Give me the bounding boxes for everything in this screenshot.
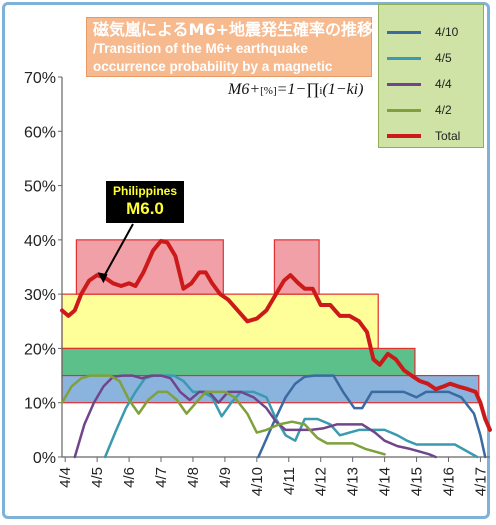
y-tick-label: 50% <box>24 179 56 196</box>
y-tick-label: 30% <box>24 287 56 304</box>
formula-lhs: M6+ <box>228 81 261 98</box>
legend-label: Total <box>435 129 461 143</box>
x-axis-ticks: 4/4 4/5 4/6 4/7 4/8 4/9 4/10 4/11 4/12 4/13 4/14 4/… <box>57 457 489 496</box>
x-tick-label: 4/10 <box>249 467 266 496</box>
legend-label: 4/10 <box>435 25 459 39</box>
legend-swatch <box>387 56 421 60</box>
probability-formula: M6+[%]=1−∏i(1−ki) <box>228 81 363 99</box>
legend-item: 4/5 <box>387 49 452 67</box>
x-tick-label: 4/7 <box>153 467 170 488</box>
x-tick-label: 4/17 <box>472 467 489 496</box>
series-line-4-4 <box>73 374 437 459</box>
formula-rhs: =1−∏ <box>276 81 320 98</box>
legend-swatch <box>387 108 421 112</box>
legend-label: 4/5 <box>435 51 452 65</box>
annotation-arrow <box>97 223 134 284</box>
legend-swatch <box>387 30 421 34</box>
x-tick-label: 4/14 <box>377 467 394 496</box>
legend-item: 4/10 <box>387 23 458 41</box>
chart-title-japanese: 磁気嵐によるM6+地震発生確率の推移 <box>93 20 373 39</box>
probability-band-0 <box>61 293 379 350</box>
formula-term: (1−ki) <box>322 81 364 98</box>
y-tick-label: 0% <box>33 450 56 467</box>
probability-bands <box>61 239 480 404</box>
annotation-arrow-head <box>97 272 108 284</box>
axes <box>61 77 490 458</box>
x-tick-label: 4/6 <box>121 467 138 488</box>
x-tick-label: 4/16 <box>440 467 457 496</box>
annotation-callout: Philippines M6.0 <box>106 181 184 223</box>
formula-index: i <box>319 85 323 97</box>
y-tick-label: 60% <box>24 124 56 141</box>
legend-item: 4/4 <box>387 75 452 93</box>
probability-band-3 <box>61 347 416 377</box>
probability-band-1 <box>75 239 224 295</box>
series-line-4-2 <box>60 374 386 456</box>
x-tick-label: 4/4 <box>57 467 74 488</box>
legend: 4/10 4/5 4/4 4/2 Total <box>378 4 484 148</box>
legend-swatch <box>387 82 421 86</box>
x-tick-label: 4/5 <box>89 467 106 488</box>
series-lines <box>60 238 492 459</box>
y-axis-ticks: 0% 10% 20% 30% 40% 50% 60% 70% <box>24 70 62 467</box>
series-line-4-10 <box>257 374 487 459</box>
y-tick-label: 10% <box>24 396 56 413</box>
chart-title-box: 磁気嵐によるM6+地震発生確率の推移 /Transition of the M6… <box>86 17 373 92</box>
legend-swatch <box>387 134 421 138</box>
y-tick-label: 20% <box>24 341 56 358</box>
x-tick-label: 4/9 <box>217 467 234 488</box>
legend-item: Total <box>387 127 460 145</box>
y-tick-label: 40% <box>24 233 56 250</box>
x-tick-label: 4/8 <box>185 467 202 488</box>
series-line-total <box>60 238 492 432</box>
annotation-location: Philippines <box>112 184 177 198</box>
legend-label: 4/4 <box>435 77 452 91</box>
chart-title-english: /Transition of the M6+ earthquake occurr… <box>93 41 333 92</box>
y-tick-label: 70% <box>24 70 56 87</box>
legend-label: 4/2 <box>435 103 452 117</box>
annotation-magnitude: M6.0 <box>126 199 164 218</box>
formula-unit: [%] <box>260 85 277 97</box>
x-tick-label: 4/13 <box>345 467 362 496</box>
x-tick-label: 4/12 <box>313 467 330 496</box>
legend-item: 4/2 <box>387 101 452 119</box>
annotation-arrow-shaft <box>102 223 134 278</box>
x-tick-label: 4/11 <box>281 467 298 495</box>
x-tick-label: 4/15 <box>409 467 426 496</box>
